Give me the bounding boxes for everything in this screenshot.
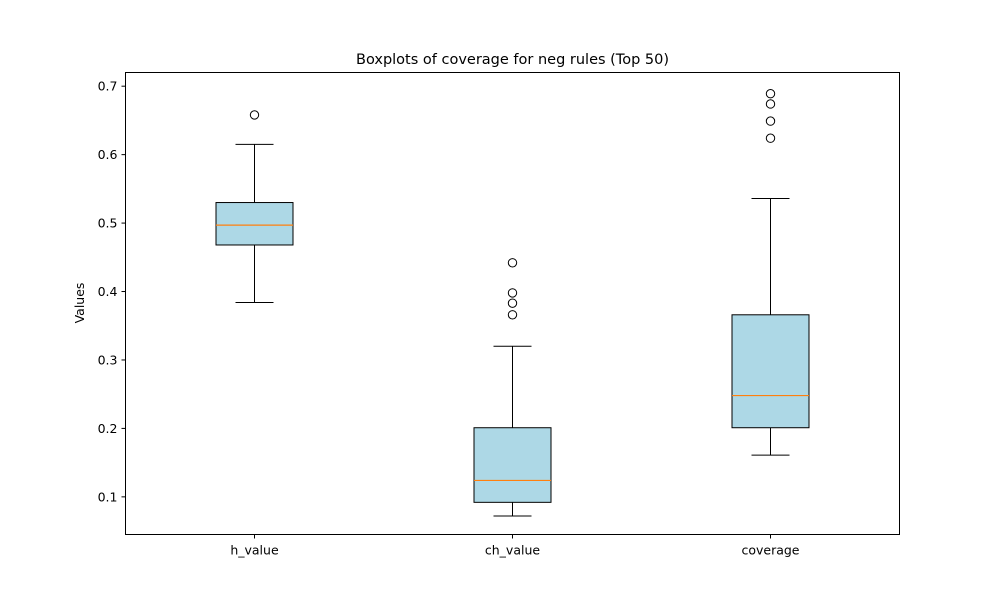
y-tick-label: 0.1	[98, 489, 118, 504]
outlier-point	[249, 110, 260, 120]
box	[215, 202, 294, 246]
outlier-point	[765, 116, 776, 126]
box	[473, 427, 552, 503]
x-tick-label: ch_value	[485, 543, 540, 558]
chart-title: Boxplots of coverage for neg rules (Top …	[356, 52, 669, 68]
outlier-point	[765, 89, 776, 99]
y-tick-label: 0.4	[98, 284, 118, 299]
outlier-point	[765, 99, 776, 109]
x-tick-label: h_value	[230, 543, 279, 558]
x-tick-label: coverage	[741, 543, 799, 558]
y-axis-label: Values	[72, 283, 87, 324]
y-tick-label: 0.7	[98, 79, 118, 94]
outlier-point	[507, 288, 518, 298]
box	[731, 314, 810, 429]
outlier-point	[507, 298, 518, 308]
outlier-point	[765, 133, 776, 143]
y-tick-label: 0.3	[98, 352, 118, 367]
y-tick-label: 0.6	[98, 147, 118, 162]
y-tick-label: 0.5	[98, 216, 118, 231]
plot-frame	[125, 72, 900, 535]
y-tick-label: 0.2	[98, 421, 118, 436]
outlier-point	[507, 310, 518, 320]
outlier-point	[507, 258, 518, 268]
